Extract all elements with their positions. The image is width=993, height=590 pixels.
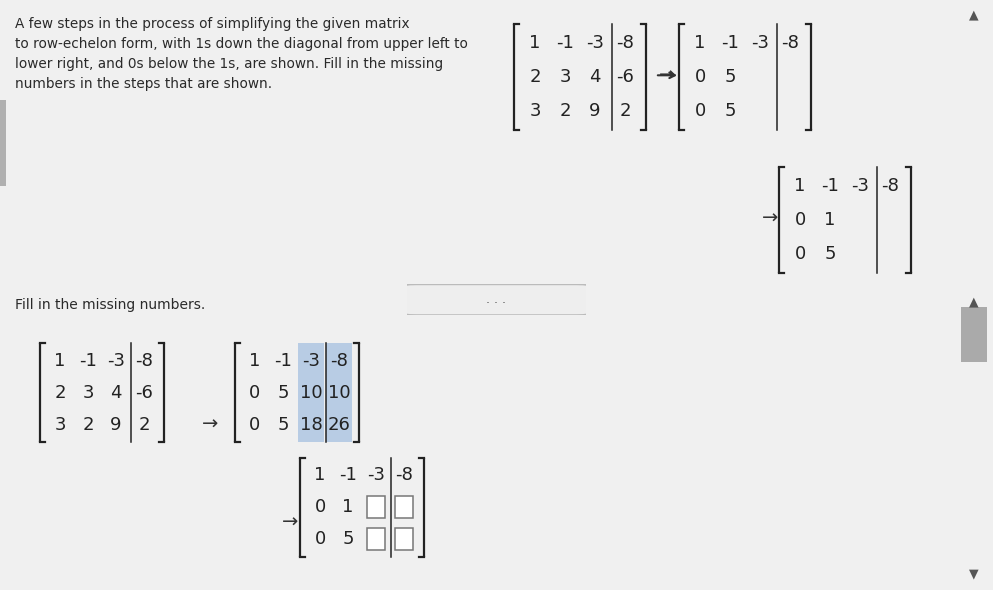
Text: 1: 1 [694,34,706,52]
Text: -8: -8 [330,352,348,370]
Text: 1: 1 [794,177,805,195]
Text: 3: 3 [529,103,541,120]
Text: -1: -1 [721,34,739,52]
Text: →: → [762,208,779,227]
Text: ▲: ▲ [969,9,979,22]
Text: 9: 9 [589,103,601,120]
Text: -8: -8 [135,352,153,370]
FancyBboxPatch shape [402,284,591,315]
Text: 3: 3 [82,384,93,402]
Text: -1: -1 [556,34,574,52]
Text: -1: -1 [79,352,97,370]
Text: ▼: ▼ [969,568,979,581]
Text: 10: 10 [328,384,351,402]
FancyBboxPatch shape [0,100,6,186]
Text: 3: 3 [559,68,571,86]
Text: 1: 1 [55,352,66,370]
Text: 5: 5 [724,103,736,120]
Text: 0: 0 [794,211,805,229]
Text: -3: -3 [751,34,769,52]
Text: 4: 4 [589,68,601,86]
Text: . . .: . . . [487,293,506,306]
Text: 1: 1 [529,34,540,52]
Text: 5: 5 [343,530,354,548]
Text: 3: 3 [55,415,66,434]
Text: 18: 18 [300,415,323,434]
Text: 5: 5 [277,415,289,434]
FancyBboxPatch shape [299,343,324,442]
Text: -1: -1 [274,352,292,370]
Text: -3: -3 [302,352,320,370]
Text: 2: 2 [529,68,541,86]
Text: →: → [658,66,675,85]
Text: 0: 0 [249,384,260,402]
Text: 2: 2 [559,103,571,120]
Text: 2: 2 [82,415,93,434]
Text: 26: 26 [328,415,351,434]
Text: -1: -1 [821,177,839,195]
Text: -6: -6 [616,68,634,86]
Text: →: → [202,415,218,434]
Text: 1: 1 [315,467,326,484]
Text: -3: -3 [107,352,125,370]
Text: -8: -8 [881,177,899,195]
Text: 1: 1 [249,352,261,370]
Text: 1: 1 [343,499,354,516]
Text: 5: 5 [824,245,836,263]
Text: 0: 0 [694,103,706,120]
FancyBboxPatch shape [961,307,987,362]
Text: ▲: ▲ [969,295,979,308]
Text: 0: 0 [249,415,260,434]
Text: -3: -3 [367,467,385,484]
FancyBboxPatch shape [395,496,413,519]
Text: 10: 10 [300,384,323,402]
FancyBboxPatch shape [367,528,384,550]
Text: 9: 9 [110,415,122,434]
Text: 0: 0 [794,245,805,263]
Text: →: → [282,513,298,532]
FancyBboxPatch shape [367,496,384,519]
Text: 0: 0 [315,530,326,548]
Text: -1: -1 [339,467,356,484]
Text: -8: -8 [616,34,634,52]
Text: 4: 4 [110,384,122,402]
Text: Fill in the missing numbers.: Fill in the missing numbers. [15,298,206,312]
Text: 0: 0 [694,68,706,86]
Text: -3: -3 [586,34,604,52]
Text: 2: 2 [55,384,66,402]
Text: -3: -3 [851,177,869,195]
Text: -8: -8 [395,467,413,484]
Text: -6: -6 [135,384,153,402]
Text: 2: 2 [138,415,150,434]
Text: 5: 5 [277,384,289,402]
FancyBboxPatch shape [327,343,352,442]
Text: A few steps in the process of simplifying the given matrix
to row-echelon form, : A few steps in the process of simplifyin… [15,17,468,91]
Text: 2: 2 [620,103,631,120]
Text: 1: 1 [824,211,836,229]
Text: 0: 0 [315,499,326,516]
Text: 5: 5 [724,68,736,86]
Text: -8: -8 [781,34,799,52]
FancyBboxPatch shape [395,528,413,550]
